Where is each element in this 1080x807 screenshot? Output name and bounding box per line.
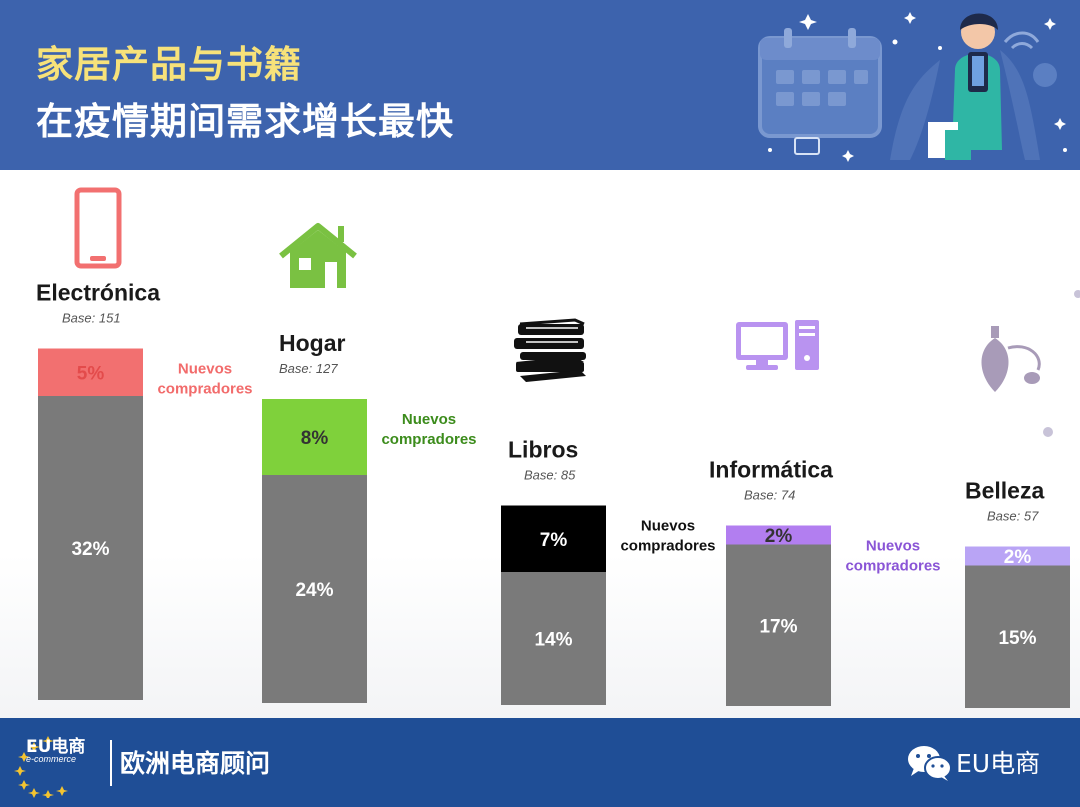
value-label-new-buyers-4: 2% (1004, 547, 1032, 568)
value-label-new-buyers-1: 8% (301, 428, 329, 449)
annotation-new-buyers-0: Nuevos compradores (157, 361, 252, 398)
annotation-new-buyers-1: Nuevos compradores (381, 411, 476, 448)
online-shopping-illustration (758, 12, 1067, 162)
category-labels: Electrónica Hogar Libros Informática Belleza (36, 280, 1044, 504)
chart-area: Electrónica Hogar Libros Informática Belleza… (0, 170, 1080, 718)
annotation-line1-0: Nuevos (178, 361, 232, 378)
category-label-0: Electrónica (36, 280, 160, 306)
perfume-bottle-icon (981, 326, 1041, 392)
house-icon (279, 223, 357, 288)
base-label-1: Base: 127 (279, 361, 338, 376)
logo-subtext: e-commerce (26, 754, 77, 764)
stacked-bar-chart: Electrónica Hogar Libros Informática Belleza… (36, 187, 1080, 708)
category-label-3: Informática (709, 457, 833, 483)
bar-layer (38, 348, 1070, 708)
annotation-new-buyers-3: Nuevos compradores (845, 538, 940, 575)
value-label-new-buyers-2: 7% (540, 530, 568, 551)
value-label-new-buyers-3: 2% (765, 526, 793, 547)
value-labels: 32% 5% 24% 8% 14% 7% 17% 2% 15% 2% (71, 363, 1036, 650)
annotation-line2-3: compradores (845, 558, 940, 575)
base-label-4: Base: 57 (987, 509, 1039, 524)
annotation-line1-3: Nuevos (866, 538, 920, 555)
smartphone-icon (74, 187, 122, 269)
annotation-line2-1: compradores (381, 431, 476, 448)
annotation-line2-2: compradores (620, 538, 715, 555)
category-icons (74, 187, 1080, 437)
footer-brand: EU电商 (956, 749, 1041, 778)
bar-segment-existing-3 (726, 544, 831, 706)
page-title: 家居产品与书籍 在疫情期间需求增长最快 (36, 36, 454, 150)
annotation-line2-0: compradores (157, 381, 252, 398)
value-label-existing-4: 15% (998, 628, 1036, 649)
base-labels: Base: 151 Base: 127 Base: 85 Base: 74 Base: … (62, 311, 1039, 524)
base-label-0: Base: 151 (62, 311, 121, 326)
computer-icon (736, 320, 819, 370)
footer-company-name: 欧洲电商顾问 (120, 749, 271, 778)
bar-segment-existing-0 (38, 396, 143, 700)
annotation-new-buyers-2: Nuevos compradores (620, 518, 715, 555)
value-label-new-buyers-0: 5% (77, 363, 105, 384)
bar-segment-new-buyers-4 (965, 546, 1070, 566)
base-label-2: Base: 85 (524, 468, 576, 483)
annotation-line1-1: Nuevos (402, 411, 456, 428)
value-label-existing-3: 17% (759, 616, 797, 637)
title-line-2: 在疫情期间需求增长最快 (36, 100, 454, 143)
logo-text: EU电商 (26, 737, 86, 757)
base-label-3: Base: 74 (744, 488, 795, 503)
eu-stars-logo-icon (14, 736, 68, 798)
category-label-1: Hogar (279, 330, 346, 356)
value-label-existing-1: 24% (295, 580, 333, 601)
bar-segment-new-buyers-2 (501, 505, 606, 572)
annotation-layer: NuevoscompradoresNuevoscompradoresNuevos… (157, 361, 940, 575)
wechat-icon (908, 746, 952, 781)
value-label-existing-0: 32% (71, 539, 109, 560)
bar-segment-existing-4 (965, 565, 1070, 708)
bar-segment-existing-1 (262, 475, 367, 703)
category-label-4: Belleza (965, 478, 1044, 504)
value-label-existing-2: 14% (534, 630, 572, 651)
books-icon (514, 318, 586, 382)
bar-segment-new-buyers-3 (726, 525, 831, 545)
bar-segment-new-buyers-0 (38, 348, 143, 396)
title-line-1: 家居产品与书籍 (36, 43, 302, 86)
bar-segment-new-buyers-1 (262, 399, 367, 475)
header-banner: 家居产品与书籍 在疫情期间需求增长最快 (0, 0, 1080, 170)
bar-segment-existing-2 (501, 572, 606, 705)
category-label-2: Libros (508, 437, 578, 463)
footer-bar: EU电商 e-commerce 欧洲电商顾问 EU电商 (0, 718, 1080, 807)
footer-divider (110, 740, 112, 786)
annotation-line1-2: Nuevos (641, 518, 695, 535)
